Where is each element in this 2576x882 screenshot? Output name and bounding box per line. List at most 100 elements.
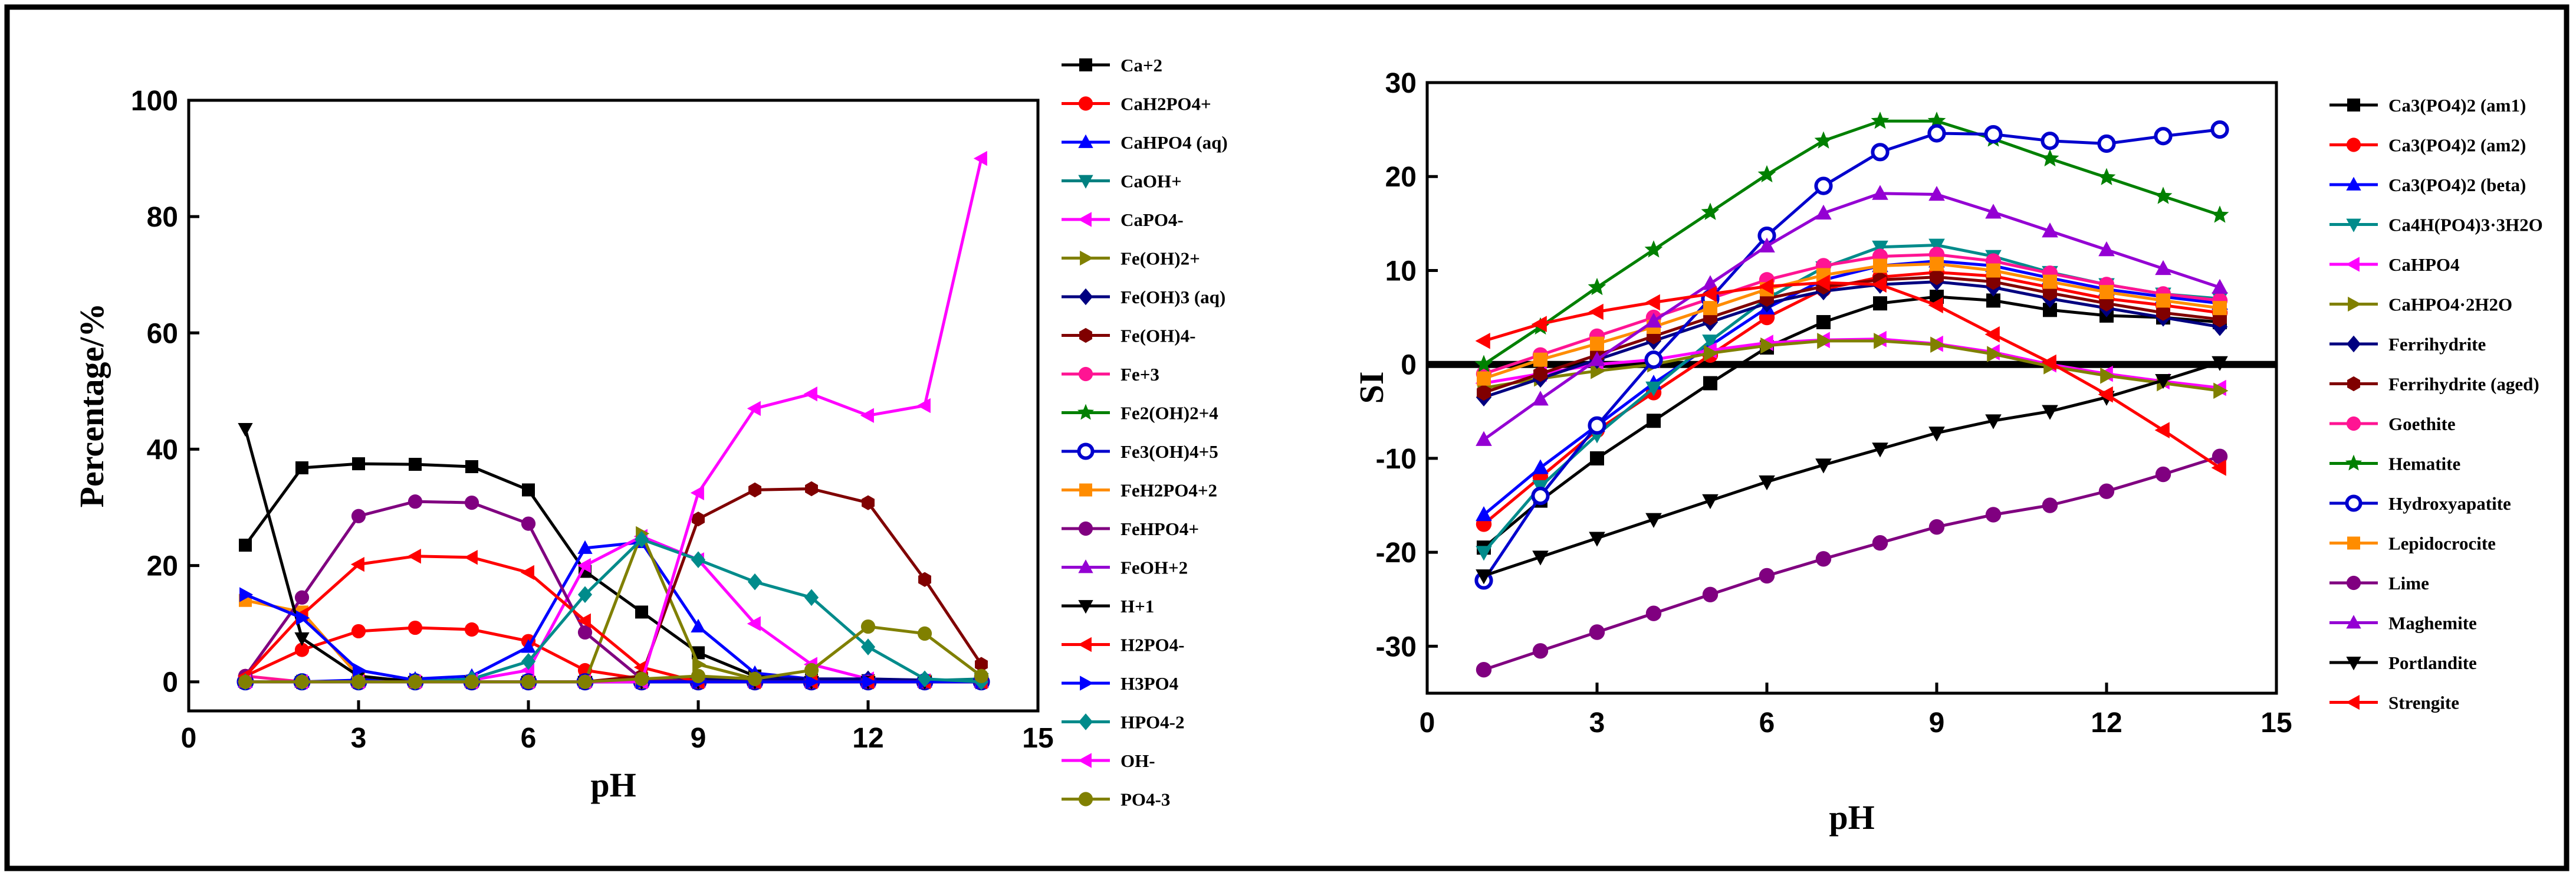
saturation-x-tick-label: 6	[1759, 707, 1775, 739]
saturation-legend-item: Ca3(PO4)2 (am2)	[2329, 135, 2526, 156]
saturation-data-point	[2042, 497, 2058, 513]
saturation-data-point	[1702, 335, 1719, 350]
saturation-data-point	[2155, 260, 2171, 276]
speciation-data-point	[577, 540, 593, 554]
saturation-data-point	[1985, 507, 2002, 523]
speciation-x-tick-label: 3	[351, 723, 367, 754]
speciation-data-point	[862, 674, 876, 690]
speciation-data-point	[521, 639, 536, 653]
speciation-data-point	[351, 624, 366, 639]
speciation-legend-item: FeH2PO4+2	[1062, 480, 1217, 501]
saturation-data-point	[1759, 237, 1775, 253]
speciation-data-point	[690, 485, 704, 501]
saturation-x-tick-label: 0	[1420, 707, 1435, 739]
saturation-data-point	[2043, 274, 2057, 289]
saturation-data-point	[2043, 284, 2057, 301]
saturation-data-point	[1817, 333, 1832, 349]
speciation-y-tick-label: 40	[147, 434, 178, 465]
speciation-legend-marker	[1079, 58, 1092, 71]
saturation-y-tick-label: -10	[1376, 444, 1417, 475]
speciation-legend-item: Fe2(OH)2+4	[1062, 403, 1218, 424]
saturation-legend-marker	[2346, 335, 2361, 353]
speciation-data-point	[521, 516, 536, 531]
saturation-data-point	[1590, 451, 1604, 465]
saturation-legend-item: Goethite	[2329, 414, 2456, 434]
saturation-series-line	[1483, 361, 2220, 578]
speciation-legend-item: PO4-3	[1062, 789, 1170, 810]
saturation-data-point	[2098, 483, 2115, 499]
speciation-data-point	[974, 668, 989, 683]
saturation-data-point	[1532, 550, 1549, 566]
saturation-legend-item: Ferrihydrite (aged)	[2329, 374, 2539, 395]
saturation-data-point	[1644, 240, 1663, 258]
speciation-legend-label: Fe3(OH)4+5	[1121, 441, 1218, 462]
saturation-data-point	[1984, 326, 2000, 343]
speciation-x-tick-label: 6	[521, 723, 537, 754]
saturation-data-point	[1759, 568, 1775, 584]
speciation-data-point	[464, 622, 479, 637]
saturation-data-point	[1476, 506, 1492, 522]
saturation-data-point	[1476, 569, 1492, 585]
speciation-legend-marker	[1077, 442, 1095, 460]
saturation-series-line	[1483, 262, 2220, 380]
saturation-data-point	[1532, 391, 1549, 406]
saturation-data-point	[2041, 149, 2059, 167]
speciation-series	[238, 619, 989, 689]
saturation-data-point	[2212, 278, 2228, 294]
saturation-series	[1474, 120, 2229, 590]
speciation-y-tick-label: 20	[147, 551, 178, 582]
saturation-series-line	[1483, 253, 2220, 375]
saturation-data-point	[1872, 535, 1888, 551]
saturation-legend-item: CaHPO4·2H2O	[2329, 294, 2512, 315]
saturation-y-tick-label: 30	[1385, 68, 1417, 99]
speciation-data-point	[804, 589, 819, 606]
saturation-data-point	[1590, 336, 1604, 351]
saturation-data-point	[1589, 532, 1605, 547]
saturation-legend-marker	[2346, 657, 2361, 671]
speciation-legend-label: HPO4-2	[1121, 712, 1185, 733]
saturation-data-point	[2211, 460, 2226, 476]
saturation-legend-label: CaHPO4·2H2O	[2388, 294, 2512, 315]
saturation-legend-label: Ca4H(PO4)3·3H2O	[2388, 215, 2543, 235]
speciation-series-line	[245, 532, 981, 684]
speciation-legend-item: OH-	[1062, 750, 1155, 771]
saturation-x-axis-label: pH	[1829, 798, 1874, 837]
speciation-data-point	[464, 674, 479, 689]
speciation-data-point	[805, 481, 818, 497]
speciation-legend-item: Fe+3	[1062, 364, 1159, 385]
saturation-data-point	[1927, 124, 1946, 143]
saturation-legend-label: Portlandite	[2388, 653, 2477, 673]
saturation-x-tick-label: 3	[1589, 707, 1605, 739]
speciation-legend-item: H3PO4	[1062, 673, 1178, 694]
saturation-y-tick-label: 0	[1401, 350, 1417, 381]
saturation-legend-item: Ferrihydrite	[2329, 334, 2486, 355]
speciation-x-tick-label: 9	[691, 723, 707, 754]
saturation-data-point	[1474, 355, 1493, 372]
speciation-x-tick-label: 15	[1022, 723, 1053, 754]
speciation-data-point	[351, 509, 366, 523]
saturation-data-point	[1645, 294, 1660, 311]
speciation-data-point	[407, 549, 421, 564]
saturation-data-point	[1588, 416, 1606, 435]
saturation-data-point	[1984, 124, 2003, 144]
saturation-data-point	[1815, 551, 1832, 567]
saturation-data-point	[2099, 295, 2114, 312]
speciation-data-point	[408, 620, 423, 635]
speciation-y-axis-label: Percentage/%	[73, 303, 111, 508]
speciation-legend-item: HPO4-2	[1062, 712, 1185, 733]
saturation-data-point	[1986, 263, 2000, 278]
speciation-data-point	[917, 626, 932, 641]
speciation-legend-item: Fe3(OH)4+5	[1062, 441, 1218, 462]
saturation-data-point	[1533, 365, 1547, 382]
speciation-data-point	[464, 550, 478, 565]
speciation-data-point	[577, 558, 591, 573]
speciation-legend-item: CaHPO4 (aq)	[1062, 132, 1228, 153]
saturation-data-point	[1476, 431, 1492, 446]
saturation-y-tick-label: -20	[1376, 537, 1417, 569]
speciation-legend-label: Ca+2	[1121, 55, 1162, 76]
saturation-legend-item: Portlandite	[2329, 653, 2477, 673]
speciation-legend-marker	[1078, 96, 1093, 111]
saturation-data-point	[1591, 363, 1606, 379]
speciation-data-point	[408, 494, 423, 509]
speciation-data-point	[296, 610, 310, 625]
